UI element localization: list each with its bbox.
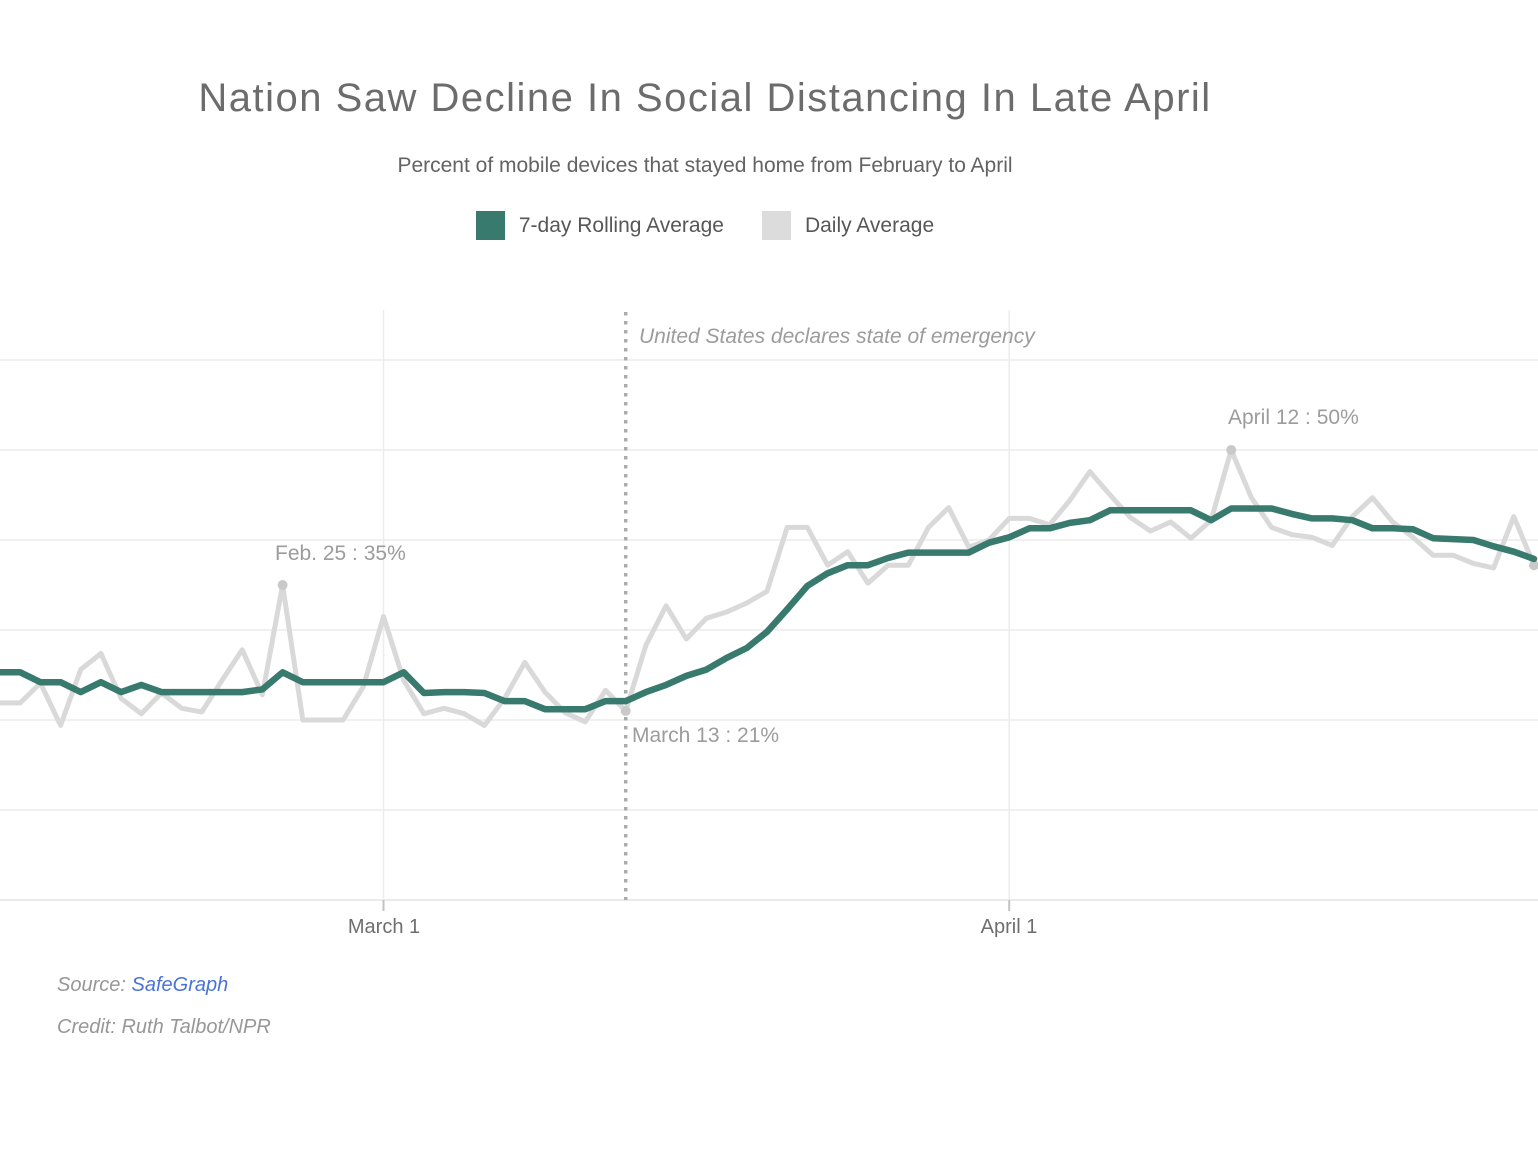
marker-dot [1226,445,1237,455]
marker-dot [620,706,631,716]
source-line: Source: SafeGraph [57,974,271,997]
marker-dot [1529,560,1538,571]
rolling-average-line [0,505,1538,713]
legend-label: Daily Average [804,213,935,237]
legend-item-daily-average: Daily Average [761,211,935,240]
source-link[interactable]: SafeGraph [131,974,229,996]
rolling-average-swatch-icon [475,211,505,240]
source-label: Source: [57,974,126,996]
chart-subtitle: Percent of mobile devices that stayed ho… [397,154,1013,177]
daily-average-swatch-icon [761,211,791,240]
x-tick-label-march-1: March 1 [348,916,420,938]
daily-average-line [0,447,1537,728]
x-tick-label-april-1: April 1 [981,916,1038,938]
annotation-march-13: March 13 : 21% [632,724,779,747]
legend-item-rolling-average: 7-day Rolling Average [475,211,724,240]
legend: 7-day Rolling Average Daily Average [0,211,1410,240]
annotation-feb-25: Feb. 25 : 35% [275,542,406,565]
credit-line: Credit: Ruth Talbot/NPR [57,1016,271,1038]
annotation-state-of-emergency: United States declares state of emergenc… [639,325,1036,348]
page-title: Nation Saw Decline In Social Distancing … [198,76,1212,120]
chart-footer: Source: SafeGraph Credit: Ruth Talbot/NP… [57,974,271,1039]
annotation-april-12: April 12 : 50% [1228,406,1359,429]
legend-label: 7-day Rolling Average [518,213,724,237]
marker-dot [277,580,288,590]
